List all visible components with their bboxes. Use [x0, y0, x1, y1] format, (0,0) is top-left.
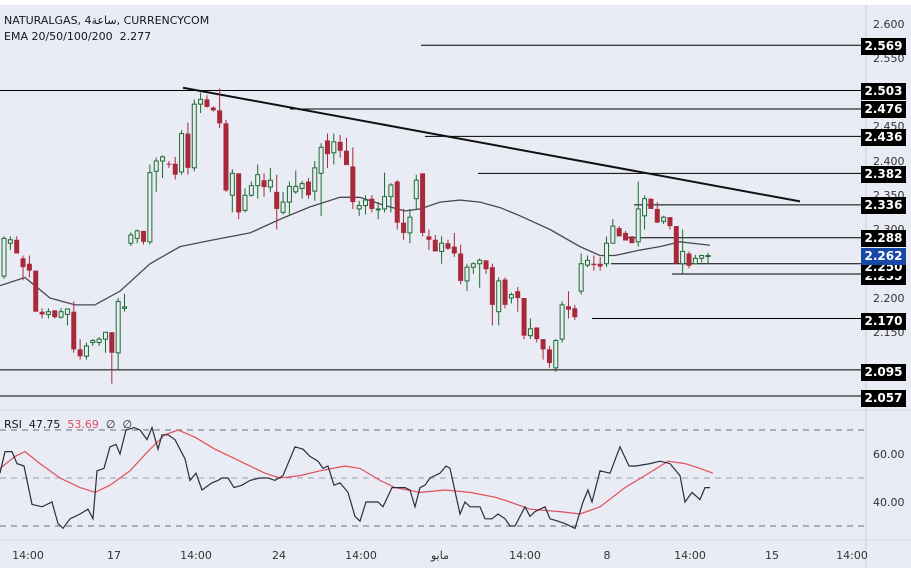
rsi-ma-value: 53.69	[67, 418, 99, 431]
level-label-2057[interactable]: 2.057	[861, 390, 906, 407]
time-tick: 14:00	[180, 549, 212, 562]
rsi-extra-2: ∅	[122, 418, 133, 431]
trendline[interactable]	[182, 86, 801, 203]
time-tick: 14:00	[509, 549, 541, 562]
level-label-2503[interactable]: 2.503	[861, 83, 906, 100]
rsi-panel	[0, 425, 866, 530]
level-label-2382[interactable]: 2.382	[861, 166, 906, 183]
time-tick: 14:00	[12, 549, 44, 562]
candlesticks	[1, 88, 711, 384]
symbol-legend[interactable]: NATURALGAS, 4ساعة, CURRENCYCOM	[4, 14, 209, 27]
rsi-tick: 60.00	[873, 448, 905, 461]
time-tick: 17	[107, 549, 121, 562]
time-tick: مايو	[431, 549, 449, 562]
price-tick: 2.200	[873, 292, 905, 305]
rsi-extra-1: ∅	[105, 418, 116, 431]
level-label-2095[interactable]: 2.095	[861, 364, 906, 381]
time-tick: 14:00	[836, 549, 868, 562]
ema-label: EMA 20/50/100/200	[4, 30, 113, 43]
current-price-label[interactable]: 2.262	[861, 248, 906, 265]
symbol-line: NATURALGAS, 4ساعة, CURRENCYCOM	[4, 14, 210, 27]
price-tick: 2.550	[873, 52, 905, 65]
time-tick: 24	[272, 549, 286, 562]
rsi-legend[interactable]: RSI 47.75 53.69 ∅ ∅	[4, 418, 132, 431]
time-tick: 8	[603, 549, 611, 562]
time-tick: 14:00	[345, 549, 377, 562]
level-label-2336[interactable]: 2.336	[861, 197, 906, 214]
top-strip	[0, 0, 911, 5]
ema-value: 2.277	[119, 30, 152, 43]
rsi-tick: 40.00	[873, 496, 905, 509]
rsi-label: RSI	[4, 418, 22, 431]
level-label-2476[interactable]: 2.476	[861, 101, 906, 118]
chart-area[interactable]	[0, 5, 911, 568]
level-label-2436[interactable]: 2.436	[861, 129, 906, 146]
time-tick: 14:00	[674, 549, 706, 562]
price-tick: 2.400	[873, 155, 905, 168]
price-tick: 2.600	[873, 18, 905, 31]
ema-line	[0, 196, 711, 306]
level-label-2288[interactable]: 2.288	[861, 230, 906, 247]
level-label-2569[interactable]: 2.569	[861, 38, 906, 55]
level-label-2170[interactable]: 2.170	[861, 313, 906, 330]
ema-legend[interactable]: EMA 20/50/100/200 2.277	[4, 30, 151, 43]
time-tick: 15	[765, 549, 779, 562]
rsi-value: 47.75	[28, 418, 61, 431]
horizontal-levels[interactable]	[0, 44, 866, 397]
